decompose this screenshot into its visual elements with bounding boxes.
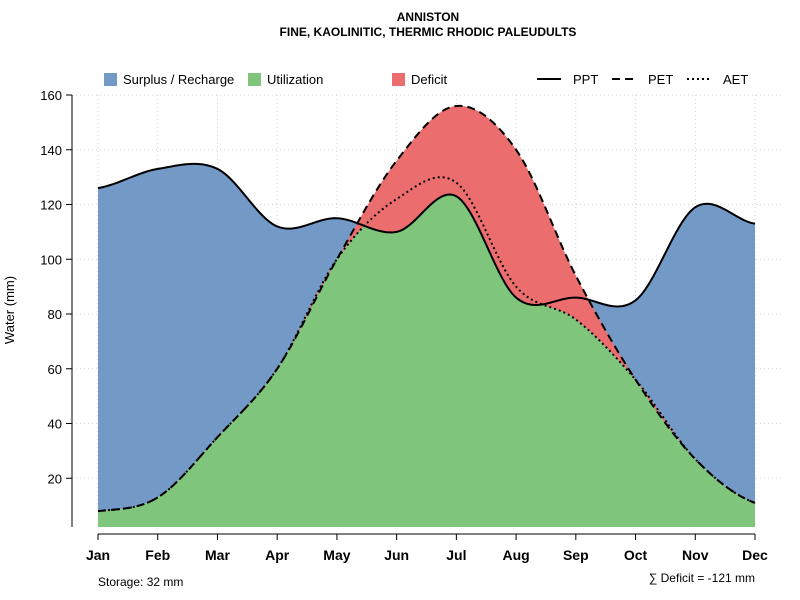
deficit-total-label: ∑ Deficit = -121 mm [649, 571, 755, 585]
deficit-area [98, 105, 755, 512]
legend-label-aet: AET [723, 72, 748, 87]
y-tick-label: 120 [40, 198, 62, 213]
legend-swatch-deficit [392, 73, 405, 86]
line-layer [97, 104, 756, 513]
axis-layer: 20 40 60 80 100 120 140 160 Jan Feb Mar Apr May Jun Ju… [40, 88, 768, 563]
x-tick-label: Aug [502, 547, 529, 563]
legend-label-deficit: Deficit [411, 72, 448, 87]
x-tick-label: Nov [682, 547, 709, 563]
x-tick-label: Dec [742, 547, 768, 563]
legend-swatch-utilization [248, 73, 261, 86]
x-tick-label: Jul [446, 547, 466, 563]
x-tick-label: Jun [384, 547, 409, 563]
y-tick-label: 140 [40, 143, 62, 158]
surplus-area [98, 163, 755, 512]
legend-label-pet: PET [648, 72, 673, 87]
x-tick-label: May [323, 547, 350, 563]
y-tick-label: 80 [48, 307, 62, 322]
x-tick-label: Sep [563, 547, 589, 563]
y-tick-label: 40 [48, 417, 62, 432]
y-axis-label: Water (mm) [2, 276, 17, 344]
utilization-area [98, 194, 755, 527]
y-tick-label: 60 [48, 362, 62, 377]
legend-label-ppt: PPT [573, 72, 598, 87]
ppt-line [97, 162, 756, 308]
x-tick-label: Jan [86, 547, 110, 563]
pet-line [97, 104, 756, 513]
x-tick-label: Mar [205, 547, 230, 563]
chart-title: ANNISTON [397, 10, 459, 24]
legend-swatch-surplus-recharge [104, 73, 117, 86]
x-tick-label: Apr [265, 547, 290, 563]
y-tick-label: 160 [40, 88, 62, 103]
y-tick-label: 100 [40, 252, 62, 267]
y-tick-label: 20 [48, 471, 62, 486]
legend-label-surplus-recharge: Surplus / Recharge [123, 72, 234, 87]
legend-label-utilization: Utilization [267, 72, 323, 87]
storage-label: Storage: 32 mm [98, 575, 183, 589]
aet-line [97, 176, 756, 513]
x-tick-label: Oct [624, 547, 648, 563]
area-layer [98, 105, 755, 527]
x-tick-label: Feb [145, 547, 170, 563]
legend-layer: Surplus / Recharge Utilization Deficit PPT P… [104, 72, 748, 87]
chart-subtitle: FINE, KAOLINITIC, THERMIC RHODIC PALEUDU… [280, 25, 577, 39]
